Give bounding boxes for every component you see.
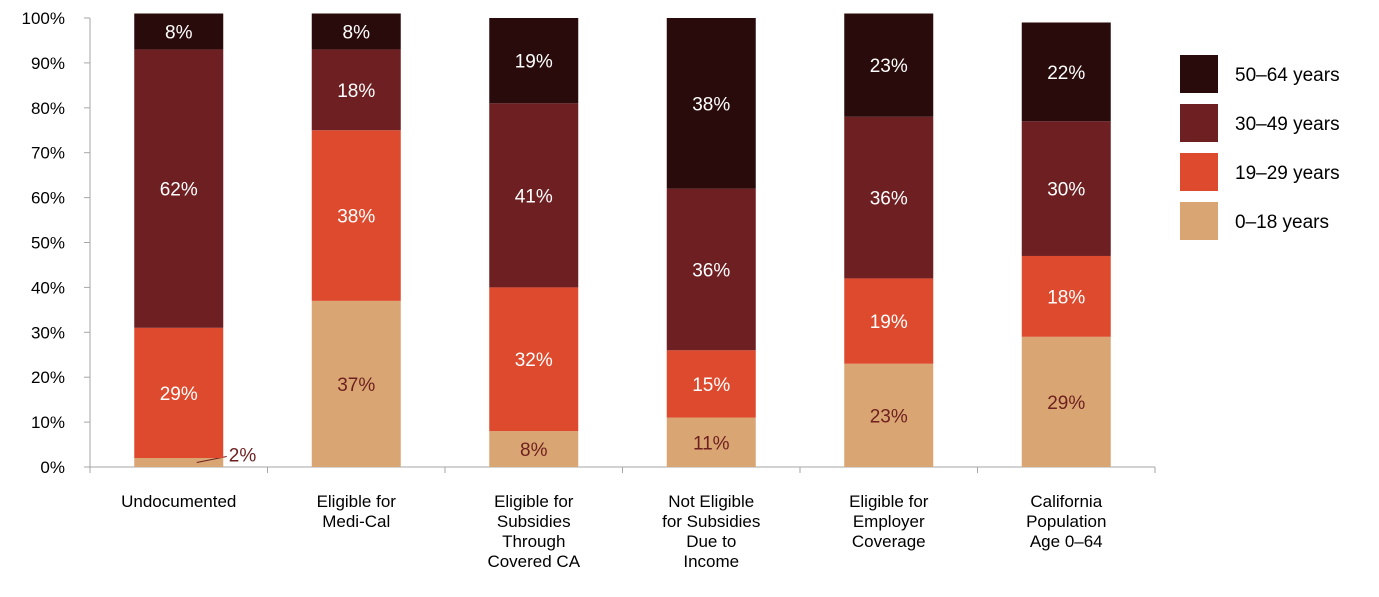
x-category-label-line: Not Eligible [668, 492, 754, 511]
x-category-label-line: Population [1026, 512, 1106, 531]
y-tick-label: 30% [31, 323, 65, 342]
bar-segment [1021, 22, 1111, 122]
y-tick-label: 10% [31, 413, 65, 432]
legend-label: 30–49 years [1235, 114, 1340, 135]
bar-segment [311, 13, 401, 50]
data-label: 2% [229, 446, 257, 467]
legend-swatch [1180, 104, 1218, 142]
x-category-label-line: Medi-Cal [322, 512, 390, 531]
data-label: 29% [160, 384, 198, 405]
x-category-label-line: Eligible for [494, 492, 574, 511]
data-label: 36% [692, 260, 730, 281]
bar-segment [489, 103, 579, 288]
y-tick-label: 60% [31, 189, 65, 208]
x-category-label: Eligible for Employer Coverage [849, 492, 929, 551]
bar-segment [1021, 336, 1111, 467]
legend-label: 50–64 years [1235, 65, 1340, 86]
x-category-label-line: California [1030, 492, 1102, 511]
bar-segment [311, 300, 401, 467]
data-label: 32% [515, 350, 553, 371]
x-category-label-line: Subsidies [497, 512, 571, 531]
x-category-label-line: Employer [853, 512, 925, 531]
data-label: 19% [515, 52, 553, 73]
bar-segment [489, 287, 579, 432]
x-category-label: California Population Age 0–64 [1026, 492, 1106, 551]
data-label: 8% [520, 440, 548, 461]
x-category-label: Undocumented [121, 492, 236, 511]
legend-label: 19–29 years [1235, 163, 1340, 184]
bar-segment [666, 417, 756, 467]
bar-segment [844, 278, 934, 364]
x-category-label-line: Through [502, 532, 565, 551]
bar-segment [844, 13, 934, 117]
bar-segment [666, 18, 756, 189]
bar-segment [134, 13, 224, 50]
y-tick-label: 70% [31, 144, 65, 163]
data-label: 36% [870, 189, 908, 210]
bar-segment [311, 130, 401, 301]
data-label: 15% [692, 375, 730, 396]
bar-segment [489, 431, 579, 467]
x-category-label-line: Eligible for [849, 492, 929, 511]
y-tick-label: 80% [31, 99, 65, 118]
data-label: 23% [870, 56, 908, 77]
bar-segment [134, 49, 224, 328]
x-category-label-line: Undocumented [121, 492, 236, 511]
data-label: 22% [1047, 63, 1085, 84]
data-label: 29% [1047, 393, 1085, 414]
data-label: 11% [693, 433, 730, 454]
x-category-label-line: Covered CA [487, 552, 580, 571]
data-label: 23% [870, 406, 908, 427]
legend-swatch [1180, 202, 1218, 240]
bar-segment [1021, 121, 1111, 256]
y-tick-label: 90% [31, 54, 65, 73]
x-category-label-line: for Subsidies [662, 512, 760, 531]
y-tick-label: 100% [22, 9, 65, 28]
x-category-label: Eligible for Subsidies Through Covered CA [487, 492, 580, 571]
data-label: 19% [870, 312, 908, 333]
x-category-label-line: Eligible for [317, 492, 397, 511]
data-label: 8% [165, 22, 193, 43]
x-category-label-line: Income [683, 552, 739, 571]
bar-segment [666, 188, 756, 351]
data-label: 8% [343, 22, 371, 43]
data-label: 38% [337, 207, 375, 228]
x-category-label-line: Age 0–64 [1030, 532, 1103, 551]
bar-segment [844, 116, 934, 279]
data-label: 41% [515, 186, 553, 207]
bar-segment [666, 350, 756, 418]
x-category-label-line: Due to [686, 532, 736, 551]
bar-segment [844, 363, 934, 467]
bar-segment [489, 18, 579, 104]
legend-swatch [1180, 153, 1218, 191]
bar-segment [311, 49, 401, 131]
bar-segment [1021, 255, 1111, 337]
y-tick-label: 50% [31, 234, 65, 253]
bar-segment [134, 458, 224, 467]
x-category-label: Eligible for Medi-Cal [317, 492, 397, 531]
data-label: 62% [160, 180, 198, 201]
bar-segment [134, 327, 224, 459]
x-category-label-line: Coverage [852, 532, 926, 551]
y-tick-label: 20% [31, 368, 65, 387]
legend-label: 0–18 years [1235, 212, 1329, 233]
data-label: 18% [1047, 287, 1085, 308]
x-category-label: Not Eligible for Subsidies Due to Income [662, 492, 760, 571]
y-tick-label: 0% [40, 458, 65, 477]
legend-swatch [1180, 55, 1218, 93]
y-tick-label: 40% [31, 278, 65, 297]
data-label: 18% [337, 81, 375, 102]
data-label: 30% [1047, 180, 1085, 201]
data-label: 38% [692, 94, 730, 115]
data-label: 37% [337, 375, 375, 396]
